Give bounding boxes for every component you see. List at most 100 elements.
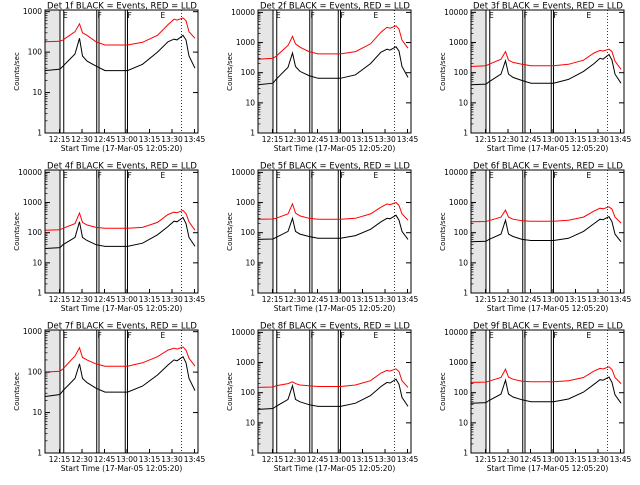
- x-tick-label: 13:15: [565, 455, 587, 464]
- y-tick-label: 1000: [236, 358, 255, 367]
- lld-series-line: [470, 366, 622, 384]
- flag-marker: E: [374, 11, 379, 20]
- y-tick-label: 10: [458, 258, 468, 267]
- flag-marker: E: [276, 331, 281, 340]
- y-tick-label: 1: [250, 289, 255, 298]
- x-axis-label: Start Time (17-Mar-05 12:05:20): [274, 464, 396, 473]
- y-tick-label: 1000: [236, 38, 255, 47]
- data-gap-band: [471, 330, 486, 453]
- flag-marker: F: [128, 331, 132, 340]
- x-tick-label: 12:30: [284, 455, 306, 464]
- flag-marker: E: [587, 171, 592, 180]
- flag-marker: E: [63, 171, 68, 180]
- x-tick-label: 13:15: [352, 135, 374, 144]
- panel-title: Det 3f BLACK = Events, RED = LLD: [473, 2, 623, 12]
- x-tick-label: 12:30: [284, 135, 306, 144]
- y-tick-label: 1: [250, 129, 255, 138]
- data-gap-band: [258, 170, 273, 293]
- events-series-line: [257, 214, 409, 240]
- y-tick-label: 1000: [449, 358, 468, 367]
- y-tick-label: 100: [454, 388, 469, 397]
- x-axis-label: Start Time (17-Mar-05 12:05:20): [274, 144, 396, 153]
- panel-title: Det 9f BLACK = Events, RED = LLD: [473, 322, 623, 332]
- x-tick-label: 13:45: [184, 135, 206, 144]
- y-tick-label: 1: [463, 449, 468, 458]
- x-tick-label: 12:45: [94, 295, 116, 304]
- panel-title: Det 1f BLACK = Events, RED = LLD: [47, 2, 197, 12]
- x-tick-label: 13:15: [352, 295, 374, 304]
- x-tick-label: 12:45: [94, 455, 116, 464]
- lld-series-line: [470, 48, 622, 70]
- plot-frame: [44, 9, 199, 134]
- lld-series-line: [470, 206, 622, 224]
- x-tick-label: 12:15: [262, 295, 284, 304]
- flag-marker: F: [524, 171, 528, 180]
- flag-marker: E: [276, 171, 281, 180]
- y-tick-label: 10: [32, 258, 42, 267]
- y-tick-label: 10: [32, 88, 42, 97]
- x-tick-label: 13:00: [329, 295, 351, 304]
- y-tick-label: 10: [32, 408, 42, 417]
- plot-frame: [470, 169, 625, 294]
- x-tick-label: 13:30: [374, 135, 396, 144]
- plot-frame: [470, 9, 625, 134]
- flag-marker: E: [374, 171, 379, 180]
- x-axis-label: Start Time (17-Mar-05 12:05:20): [487, 144, 609, 153]
- y-axis-label: Counts/sec: [226, 212, 234, 251]
- x-tick-label: 12:45: [307, 295, 329, 304]
- x-tick-label: 13:00: [329, 135, 351, 144]
- flag-marker: E: [489, 171, 494, 180]
- y-tick-label: 1000: [23, 327, 42, 336]
- x-tick-label: 13:15: [352, 455, 374, 464]
- panel-title: Det 6f BLACK = Events, RED = LLD: [473, 162, 623, 172]
- x-tick-label: 13:30: [161, 295, 183, 304]
- flag-marker: F: [98, 331, 102, 340]
- x-tick-label: 13:45: [397, 295, 419, 304]
- x-tick-label: 13:00: [116, 135, 138, 144]
- lld-series-line: [44, 346, 196, 373]
- y-tick-label: 1000: [449, 38, 468, 47]
- data-gap-band: [471, 10, 486, 133]
- y-tick-label: 100: [28, 368, 43, 377]
- flag-marker: F: [98, 11, 102, 20]
- y-tick-label: 10: [245, 98, 255, 107]
- events-series-line: [470, 376, 622, 404]
- x-tick-label: 13:15: [139, 295, 161, 304]
- y-tick-label: 10: [245, 418, 255, 427]
- x-tick-label: 13:30: [587, 295, 609, 304]
- y-axis-label: Counts/sec: [439, 52, 447, 91]
- y-tick-label: 10000: [444, 8, 468, 17]
- flag-marker: F: [128, 11, 132, 20]
- flag-marker: E: [489, 331, 494, 340]
- y-tick-label: 10: [458, 98, 468, 107]
- flag-marker: F: [341, 171, 345, 180]
- plot-frame: [44, 169, 199, 294]
- panel-title: Det 2f BLACK = Events, RED = LLD: [260, 2, 410, 12]
- x-tick-label: 13:15: [139, 455, 161, 464]
- x-tick-label: 13:00: [329, 455, 351, 464]
- events-series-line: [470, 53, 622, 86]
- x-tick-label: 13:45: [184, 295, 206, 304]
- x-tick-label: 13:45: [184, 455, 206, 464]
- plot-frame: [470, 329, 625, 454]
- y-tick-label: 10000: [231, 8, 255, 17]
- flag-marker: E: [489, 11, 494, 20]
- data-gap-band: [45, 330, 60, 453]
- x-tick-label: 12:30: [497, 455, 519, 464]
- y-tick-label: 10000: [18, 168, 42, 177]
- y-tick-label: 1: [250, 449, 255, 458]
- y-axis-label: Counts/sec: [439, 212, 447, 251]
- x-tick-label: 13:15: [565, 135, 587, 144]
- flag-marker: E: [161, 11, 166, 20]
- y-axis-label: Counts/sec: [13, 52, 21, 91]
- y-tick-label: 100: [241, 228, 256, 237]
- y-tick-label: 100: [28, 228, 43, 237]
- y-tick-label: 1: [37, 449, 42, 458]
- flag-marker: F: [524, 331, 528, 340]
- flag-marker: F: [524, 11, 528, 20]
